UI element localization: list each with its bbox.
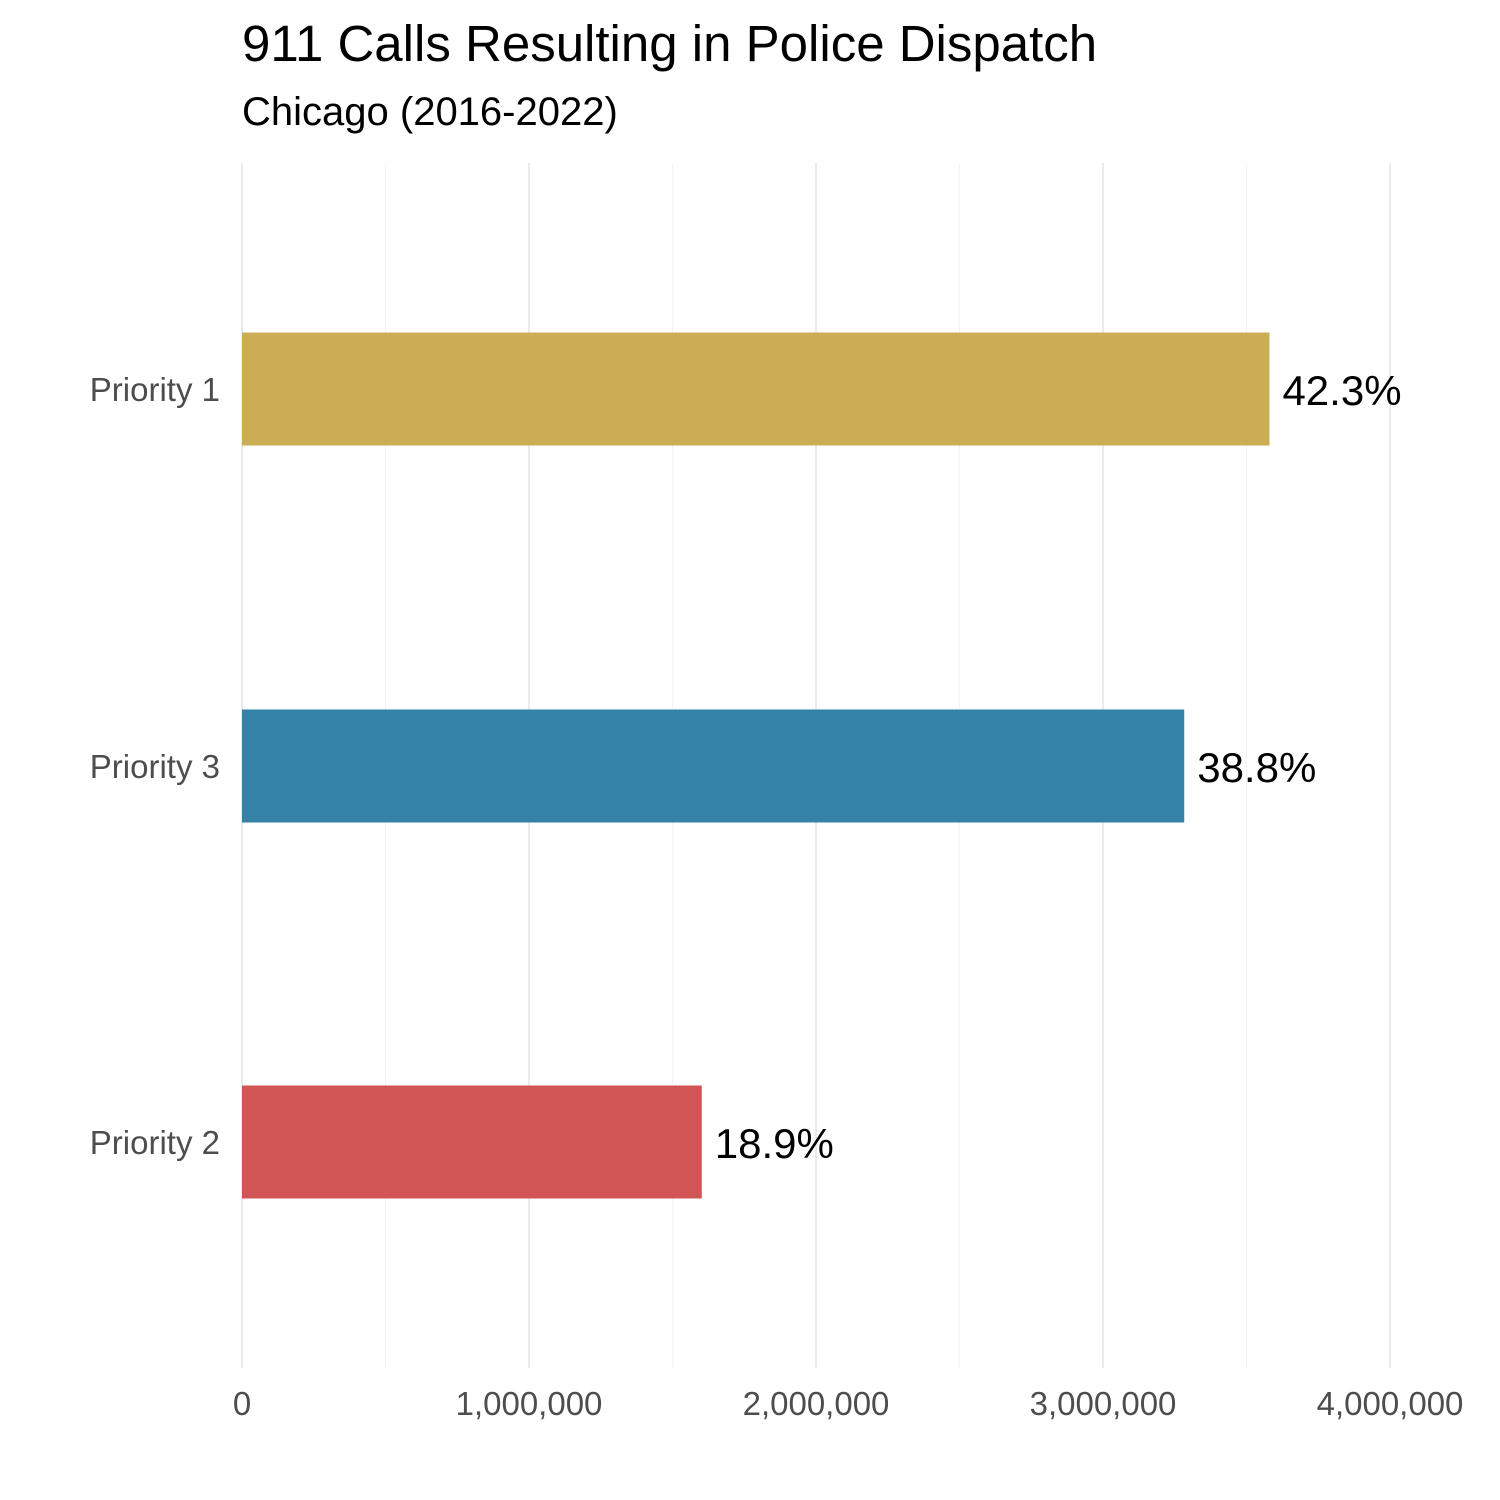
x-tick-label: 1,000,000 bbox=[456, 1385, 603, 1422]
x-tick-label: 4,000,000 bbox=[1317, 1385, 1464, 1422]
x-tick-label: 2,000,000 bbox=[743, 1385, 890, 1422]
category-label: Priority 3 bbox=[90, 748, 220, 785]
x-tick-label: 0 bbox=[233, 1385, 251, 1422]
bar-priority-3 bbox=[242, 709, 1185, 823]
bar-priority-2 bbox=[242, 1085, 702, 1199]
chart-subtitle: Chicago (2016-2022) bbox=[242, 90, 618, 134]
bar-value-label: 18.9% bbox=[715, 1120, 834, 1167]
bar-priority-1 bbox=[242, 332, 1270, 446]
chart-title: 911 Calls Resulting in Police Dispatch bbox=[242, 15, 1098, 72]
x-axis-ticks: 0 1,000,000 2,000,000 3,000,000 4,000,000 bbox=[233, 1385, 1464, 1422]
x-tick-label: 3,000,000 bbox=[1030, 1385, 1177, 1422]
category-label: Priority 1 bbox=[90, 371, 220, 408]
category-labels: Priority 1 Priority 3 Priority 2 bbox=[90, 371, 220, 1161]
bars bbox=[242, 332, 1270, 1199]
category-label: Priority 2 bbox=[90, 1124, 220, 1161]
bar-value-label: 42.3% bbox=[1282, 367, 1401, 414]
data-labels: 42.3% 38.8% 18.9% bbox=[715, 367, 1402, 1167]
bar-value-label: 38.8% bbox=[1197, 744, 1316, 791]
